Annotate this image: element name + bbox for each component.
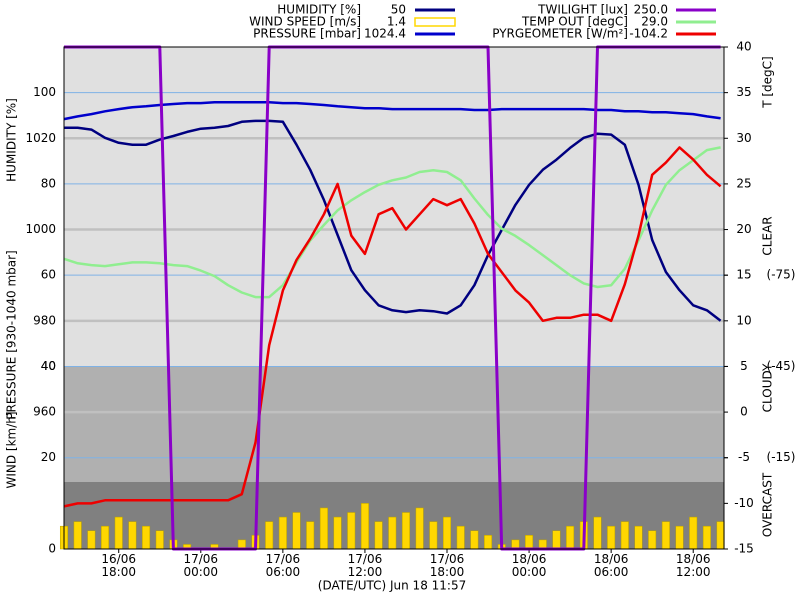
wind-bar bbox=[607, 525, 616, 550]
wind-bar bbox=[429, 521, 438, 550]
legend-value: 1.4 bbox=[387, 15, 406, 29]
wind-bar bbox=[319, 507, 328, 550]
legend-label: WIND SPEED [m/s] bbox=[249, 15, 361, 29]
y-tick-label: 40 bbox=[736, 40, 751, 54]
wind-bar bbox=[87, 530, 96, 550]
wind-bar bbox=[634, 525, 643, 550]
wind-bar bbox=[648, 530, 657, 550]
wind-bar bbox=[566, 525, 575, 550]
wind-bar bbox=[142, 525, 151, 550]
y-tick-label: (-45) bbox=[767, 359, 796, 373]
series-line bbox=[63, 100, 721, 121]
legend-label: PYRGEOMETER [W/m²] bbox=[492, 27, 628, 41]
y-tick-label: 0 bbox=[740, 405, 748, 419]
x-tick-label: 17/06 00:00 bbox=[183, 552, 219, 579]
series-line bbox=[64, 119, 722, 322]
wind-bar bbox=[552, 530, 561, 550]
wind-bar bbox=[114, 516, 123, 550]
wind-bar bbox=[388, 516, 397, 550]
frame bbox=[63, 46, 725, 550]
axis-title: T [degC] bbox=[761, 56, 775, 109]
x-tick-label: 18/06 00:00 bbox=[511, 552, 547, 579]
wind-bar bbox=[401, 512, 410, 550]
y-tick-label: 1020 bbox=[25, 131, 56, 145]
legend-value: -104.2 bbox=[629, 27, 668, 41]
wind-bar bbox=[456, 525, 465, 550]
wind-bar bbox=[333, 516, 342, 550]
x-tick-label: 17/06 12:00 bbox=[347, 552, 383, 579]
axis-title: HUMIDITY [%] bbox=[5, 98, 19, 182]
wind-bar bbox=[716, 521, 725, 550]
y-tick-label: 5 bbox=[740, 359, 748, 373]
zone-cloudy bbox=[64, 366, 724, 482]
y-tick-label: -10 bbox=[734, 496, 754, 510]
wind-bar bbox=[73, 521, 82, 550]
wind-bar bbox=[442, 516, 452, 550]
axis-title: WIND [km/h] bbox=[5, 411, 19, 488]
y-tick-label: 25 bbox=[736, 176, 751, 190]
y-tick-label: 80 bbox=[41, 176, 56, 190]
y-tick-label: (-75) bbox=[767, 268, 796, 282]
wind-bar bbox=[593, 516, 602, 550]
wind-bar bbox=[101, 525, 110, 550]
wind-bar bbox=[360, 503, 369, 550]
legend-label: PRESSURE [mbar] bbox=[253, 27, 361, 41]
y-tick-label: -15 bbox=[734, 542, 754, 556]
legend-label: TWILIGHT [lux] bbox=[537, 3, 628, 17]
y-tick-label: 35 bbox=[736, 85, 751, 99]
wind-bar bbox=[661, 521, 670, 550]
wind-bar bbox=[155, 530, 164, 550]
wind-bar bbox=[292, 512, 301, 550]
y-tick-label: 40 bbox=[41, 359, 56, 373]
wind-bar bbox=[525, 535, 534, 550]
axis-title: PRESSURE [930-1040 mbar] bbox=[5, 250, 19, 419]
y-tick-label: 10 bbox=[736, 313, 751, 327]
y-tick-label: 15 bbox=[736, 268, 751, 282]
y-tick-label: -5 bbox=[738, 450, 750, 464]
wind-bar bbox=[689, 516, 698, 550]
wind-bar bbox=[128, 521, 137, 550]
y-tick-label: 40 bbox=[41, 359, 56, 373]
y-tick-label: 20 bbox=[41, 450, 56, 464]
x-tick-label: 17/06 06:00 bbox=[265, 552, 301, 579]
zone-label: OVERCAST bbox=[761, 472, 775, 537]
wind-bar bbox=[675, 525, 684, 550]
y-tick-label: (-15) bbox=[767, 450, 796, 464]
x-tick-label: 16/06 18:00 bbox=[101, 552, 136, 579]
x-tick-label: 17/06 18:00 bbox=[429, 552, 465, 579]
wind-bar bbox=[265, 521, 274, 550]
y-tick-label: 1000 bbox=[25, 222, 56, 236]
x-tick-label: 18/06 06:00 bbox=[593, 552, 629, 579]
legend-value: 50 bbox=[391, 3, 406, 17]
y-tick-label: 980 bbox=[33, 313, 56, 327]
series-line bbox=[63, 146, 721, 299]
wind-bar bbox=[306, 521, 315, 550]
wind-bar bbox=[278, 516, 287, 550]
y-tick-label: 30 bbox=[736, 131, 751, 145]
zone-label: CLEAR bbox=[761, 216, 775, 255]
y-tick-label: 100 bbox=[33, 85, 56, 99]
wind-bar bbox=[374, 521, 383, 550]
y-tick-label: 960 bbox=[33, 405, 56, 419]
x-tick-label: 18/06 12:00 bbox=[675, 552, 711, 579]
legend-label: HUMIDITY [%] bbox=[277, 3, 361, 17]
wind-bar bbox=[484, 535, 493, 550]
legend-value: 1024.4 bbox=[364, 27, 406, 41]
y-tick-label: 0 bbox=[48, 542, 56, 556]
wind-bar bbox=[347, 512, 356, 550]
legend-value: 29.0 bbox=[641, 15, 668, 29]
x-axis-label: (DATE/UTC) Jun 18 11:57 bbox=[318, 579, 466, 593]
legend-swatch bbox=[414, 17, 456, 27]
wind-bar bbox=[702, 525, 711, 550]
wind-bar bbox=[415, 507, 424, 550]
y-tick-label: 60 bbox=[41, 268, 56, 282]
wind-bar bbox=[620, 521, 629, 550]
legend-value: 250.0 bbox=[634, 3, 668, 17]
wind-bar bbox=[470, 530, 479, 550]
legend-label: TEMP OUT [degC] bbox=[521, 15, 628, 29]
zone-label: CLOUDY bbox=[761, 363, 775, 412]
y-tick-label: 20 bbox=[736, 222, 751, 236]
